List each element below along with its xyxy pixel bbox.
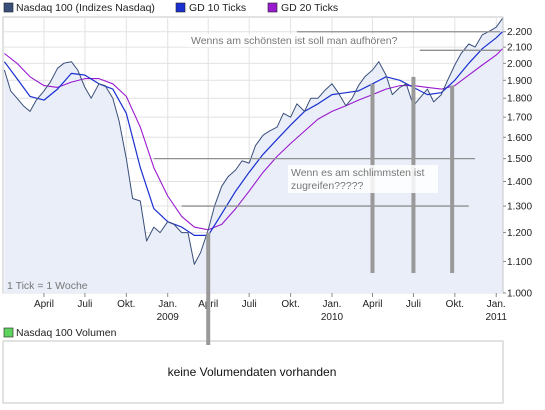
- x-tick-label: Jan.: [323, 299, 342, 310]
- series-line-gd10: [3, 31, 503, 236]
- legend-label-gd20: GD 20 Ticks: [281, 2, 338, 14]
- y-tick-label: 1.100: [507, 257, 532, 268]
- y-tick-label: 2.000: [507, 59, 532, 70]
- middle-note-bg: [288, 165, 438, 193]
- x-axis: April Juli Okt. Jan. 2009 April Juli Okt. Jan. 20…: [34, 293, 507, 323]
- x-tick-year: 2011: [485, 312, 507, 323]
- y-tick-label: 2.100: [507, 43, 532, 54]
- y-tick-label: 1.500: [507, 154, 532, 165]
- y-tick-label: 1.700: [507, 113, 532, 124]
- x-tick-label: April: [362, 299, 382, 310]
- top-annotation: Wenns am schönsten ist soll man aufhören…: [191, 35, 398, 47]
- x-tick-label: Okt.: [446, 299, 464, 310]
- volume-legend-swatch: [3, 327, 14, 338]
- legend-label-price: Nasdaq 100 (Indizes Nasdaq): [16, 2, 155, 14]
- x-tick-label: Juli: [406, 299, 421, 310]
- y-tick-label: 1.600: [507, 133, 532, 144]
- volume-legend-label: Nasdaq 100 Volumen: [16, 327, 117, 339]
- y-tick-label: 1.400: [507, 177, 532, 188]
- reference-lines: [153, 31, 501, 207]
- x-tick-label: Okt.: [281, 299, 299, 310]
- series-line-gd20: [4, 48, 503, 231]
- price-area: [4, 18, 503, 294]
- tick-note: 1 Tick = 1 Woche: [7, 280, 88, 292]
- legend-swatch-price: [3, 2, 14, 13]
- x-tick-label: Jan.: [487, 299, 506, 310]
- x-tick-label: Jan.: [158, 299, 177, 310]
- x-tick-year: 2009: [157, 312, 180, 323]
- legend-swatch-gd20: [267, 2, 278, 13]
- series-lines: [3, 18, 503, 265]
- y-axis: 1.000 1.100 1.200 1.300 1.400 1.500 1.600 1.700…: [503, 27, 532, 300]
- x-tick-label: April: [34, 299, 54, 310]
- x-tick-label: Juli: [242, 299, 257, 310]
- price-area-fill: [4, 18, 503, 294]
- middle-annotation-line2: zugreifen?????: [291, 180, 364, 192]
- legend-label-gd10: GD 10 Ticks: [189, 2, 246, 14]
- volume-empty-message: keine Volumendaten vorhanden: [168, 365, 337, 379]
- y-tick-label: 1.800: [507, 94, 532, 105]
- y-tick-label: 1.200: [507, 228, 532, 239]
- x-tick-label: Okt.: [117, 299, 135, 310]
- y-tick-label: 1.900: [507, 76, 532, 87]
- y-tick-label: 1.300: [507, 202, 532, 213]
- legend-swatch-gd10: [175, 2, 186, 13]
- y-tick-label: 1.000: [507, 289, 532, 300]
- middle-annotation-line1: Wenn es am schlimmsten ist: [291, 167, 425, 179]
- series-line-price: [3, 18, 503, 265]
- y-tick-label: 2.200: [507, 27, 532, 38]
- x-tick-year: 2010: [321, 312, 344, 323]
- x-tick-label: Juli: [77, 299, 92, 310]
- volume-panel: [2, 340, 504, 404]
- top-note-bg: [188, 34, 410, 47]
